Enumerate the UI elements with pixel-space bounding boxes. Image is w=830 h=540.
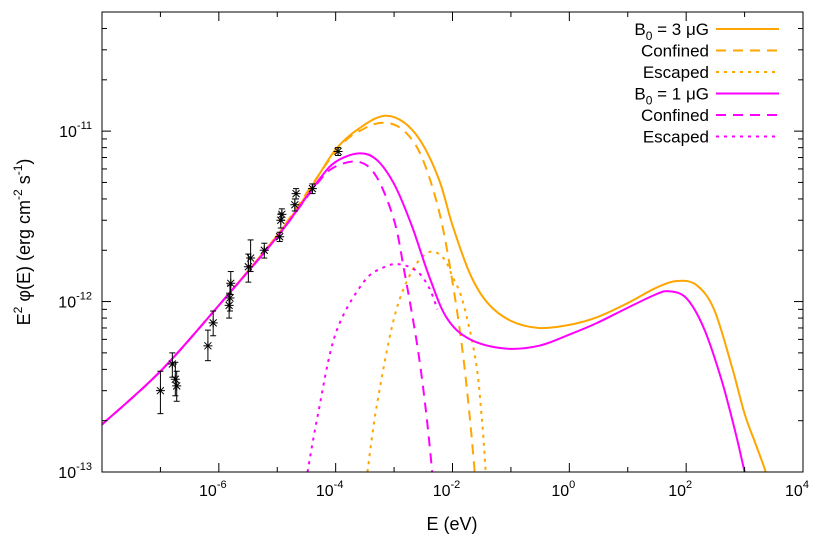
data-point bbox=[246, 239, 256, 273]
x-tick-exp: 0 bbox=[569, 479, 575, 491]
asterisk-marker bbox=[224, 300, 234, 310]
series-line-b1-dotted bbox=[306, 263, 439, 472]
asterisk-marker bbox=[246, 253, 256, 263]
data-point bbox=[155, 370, 165, 415]
asterisk-marker bbox=[290, 200, 300, 210]
data-point bbox=[333, 146, 343, 156]
curve-layer bbox=[102, 114, 767, 472]
y-tick-label: 10-12 bbox=[58, 291, 92, 312]
data-point bbox=[170, 361, 180, 397]
legend-item-confined-ff00ff: Confined bbox=[641, 106, 779, 125]
y-tick-label: 10-11 bbox=[59, 120, 92, 141]
y-label-expm2: -2 bbox=[11, 189, 25, 200]
asterisk-marker bbox=[277, 209, 287, 219]
y-axis-label: E2 φ(E) (erg cm-2 s-1) bbox=[11, 159, 34, 326]
asterisk-marker bbox=[225, 293, 235, 303]
legend-label: B0 = 1 μG bbox=[634, 85, 709, 108]
x-tick-exp: -6 bbox=[217, 479, 227, 491]
y-label-expm1: -1 bbox=[11, 164, 25, 175]
y-label-close: ) bbox=[14, 159, 34, 165]
x-tick-exp: 4 bbox=[803, 479, 809, 491]
data-point bbox=[167, 352, 177, 378]
y-label-main: E bbox=[14, 313, 34, 325]
asterisk-marker bbox=[259, 245, 269, 255]
data-point bbox=[277, 208, 287, 221]
y-tick-exp: -12 bbox=[76, 291, 92, 303]
x-tick-base: 10 bbox=[316, 483, 334, 500]
legend-label-text: B bbox=[634, 85, 645, 104]
legend-label: B0 = 3 μG bbox=[634, 20, 709, 43]
x-tick-label: 104 bbox=[785, 479, 809, 500]
legend-label-text: Escaped bbox=[643, 128, 709, 147]
observation-layer bbox=[155, 146, 343, 415]
series-line-b1-solid bbox=[102, 152, 746, 472]
x-axis-label: E (eV) bbox=[426, 514, 477, 534]
x-tick-exp: -4 bbox=[334, 479, 344, 491]
y-tick-base: 10 bbox=[59, 124, 77, 141]
legend-label-text: Confined bbox=[641, 42, 709, 61]
x-tick-exp: -2 bbox=[451, 479, 461, 491]
y-label-exp2: 2 bbox=[11, 306, 25, 313]
asterisk-marker bbox=[291, 189, 301, 199]
x-tick-base: 10 bbox=[785, 483, 803, 500]
data-point bbox=[203, 329, 213, 362]
asterisk-marker bbox=[275, 232, 285, 242]
series-line-b3-dotted bbox=[366, 250, 487, 472]
legend-label-suffix: = 3 μG bbox=[652, 20, 709, 39]
x-tick-label: 100 bbox=[551, 479, 575, 500]
legend-item-escaped-ffa500: Escaped bbox=[643, 63, 779, 82]
x-tick-base: 10 bbox=[551, 483, 569, 500]
y-tick-base: 10 bbox=[58, 295, 76, 312]
data-point bbox=[291, 188, 301, 200]
legend-item-b-3-g-ffa500: B0 = 3 μG bbox=[634, 20, 779, 43]
legend-label: Confined bbox=[641, 42, 709, 61]
asterisk-marker bbox=[167, 359, 177, 369]
y-tick-exp: -11 bbox=[77, 120, 92, 132]
x-tick-base: 10 bbox=[433, 483, 451, 500]
asterisk-marker bbox=[172, 381, 182, 391]
legend-label-suffix: = 1 μG bbox=[652, 85, 709, 104]
data-point bbox=[259, 242, 269, 259]
asterisk-marker bbox=[226, 278, 236, 288]
asterisk-marker bbox=[243, 262, 253, 272]
data-point bbox=[275, 231, 285, 243]
y-label-s: s bbox=[14, 175, 34, 189]
y-tick-base: 10 bbox=[58, 465, 76, 482]
legend-label-sub: 0 bbox=[646, 29, 653, 43]
data-point bbox=[208, 310, 218, 337]
x-tick-base: 10 bbox=[199, 483, 217, 500]
legend-label-text: Confined bbox=[641, 106, 709, 125]
legend-label-sub: 0 bbox=[646, 94, 653, 108]
legend-item-escaped-ff00ff: Escaped bbox=[643, 128, 779, 147]
y-label-phi: φ(E) (erg cm bbox=[14, 200, 34, 307]
y-tick-label: 10-13 bbox=[58, 461, 92, 482]
x-tick-label: 10-4 bbox=[316, 479, 344, 500]
x-tick-base: 10 bbox=[668, 483, 686, 500]
legend-label: Confined bbox=[641, 106, 709, 125]
asterisk-marker bbox=[170, 374, 180, 384]
legend-label: Escaped bbox=[643, 63, 709, 82]
asterisk-marker bbox=[203, 341, 213, 351]
asterisk-marker bbox=[307, 184, 317, 194]
x-tick-exp: 2 bbox=[686, 479, 692, 491]
data-point bbox=[307, 183, 317, 195]
y-tick-exp: -13 bbox=[76, 461, 92, 473]
legend-item-confined-ffa500: Confined bbox=[641, 42, 779, 61]
x-tick-label: 10-6 bbox=[199, 479, 227, 500]
data-point bbox=[172, 370, 182, 402]
asterisk-marker bbox=[155, 386, 165, 396]
legend-label-text: Escaped bbox=[643, 63, 709, 82]
x-tick-label: 102 bbox=[668, 479, 692, 500]
legend-label-text: B bbox=[634, 20, 645, 39]
x-tick-label: 10-2 bbox=[433, 479, 461, 500]
asterisk-marker bbox=[333, 146, 343, 156]
legend-item-b-1-g-ff00ff: B0 = 1 μG bbox=[634, 85, 779, 108]
legend-label: Escaped bbox=[643, 128, 709, 147]
data-point bbox=[226, 271, 236, 296]
asterisk-marker bbox=[208, 318, 218, 328]
